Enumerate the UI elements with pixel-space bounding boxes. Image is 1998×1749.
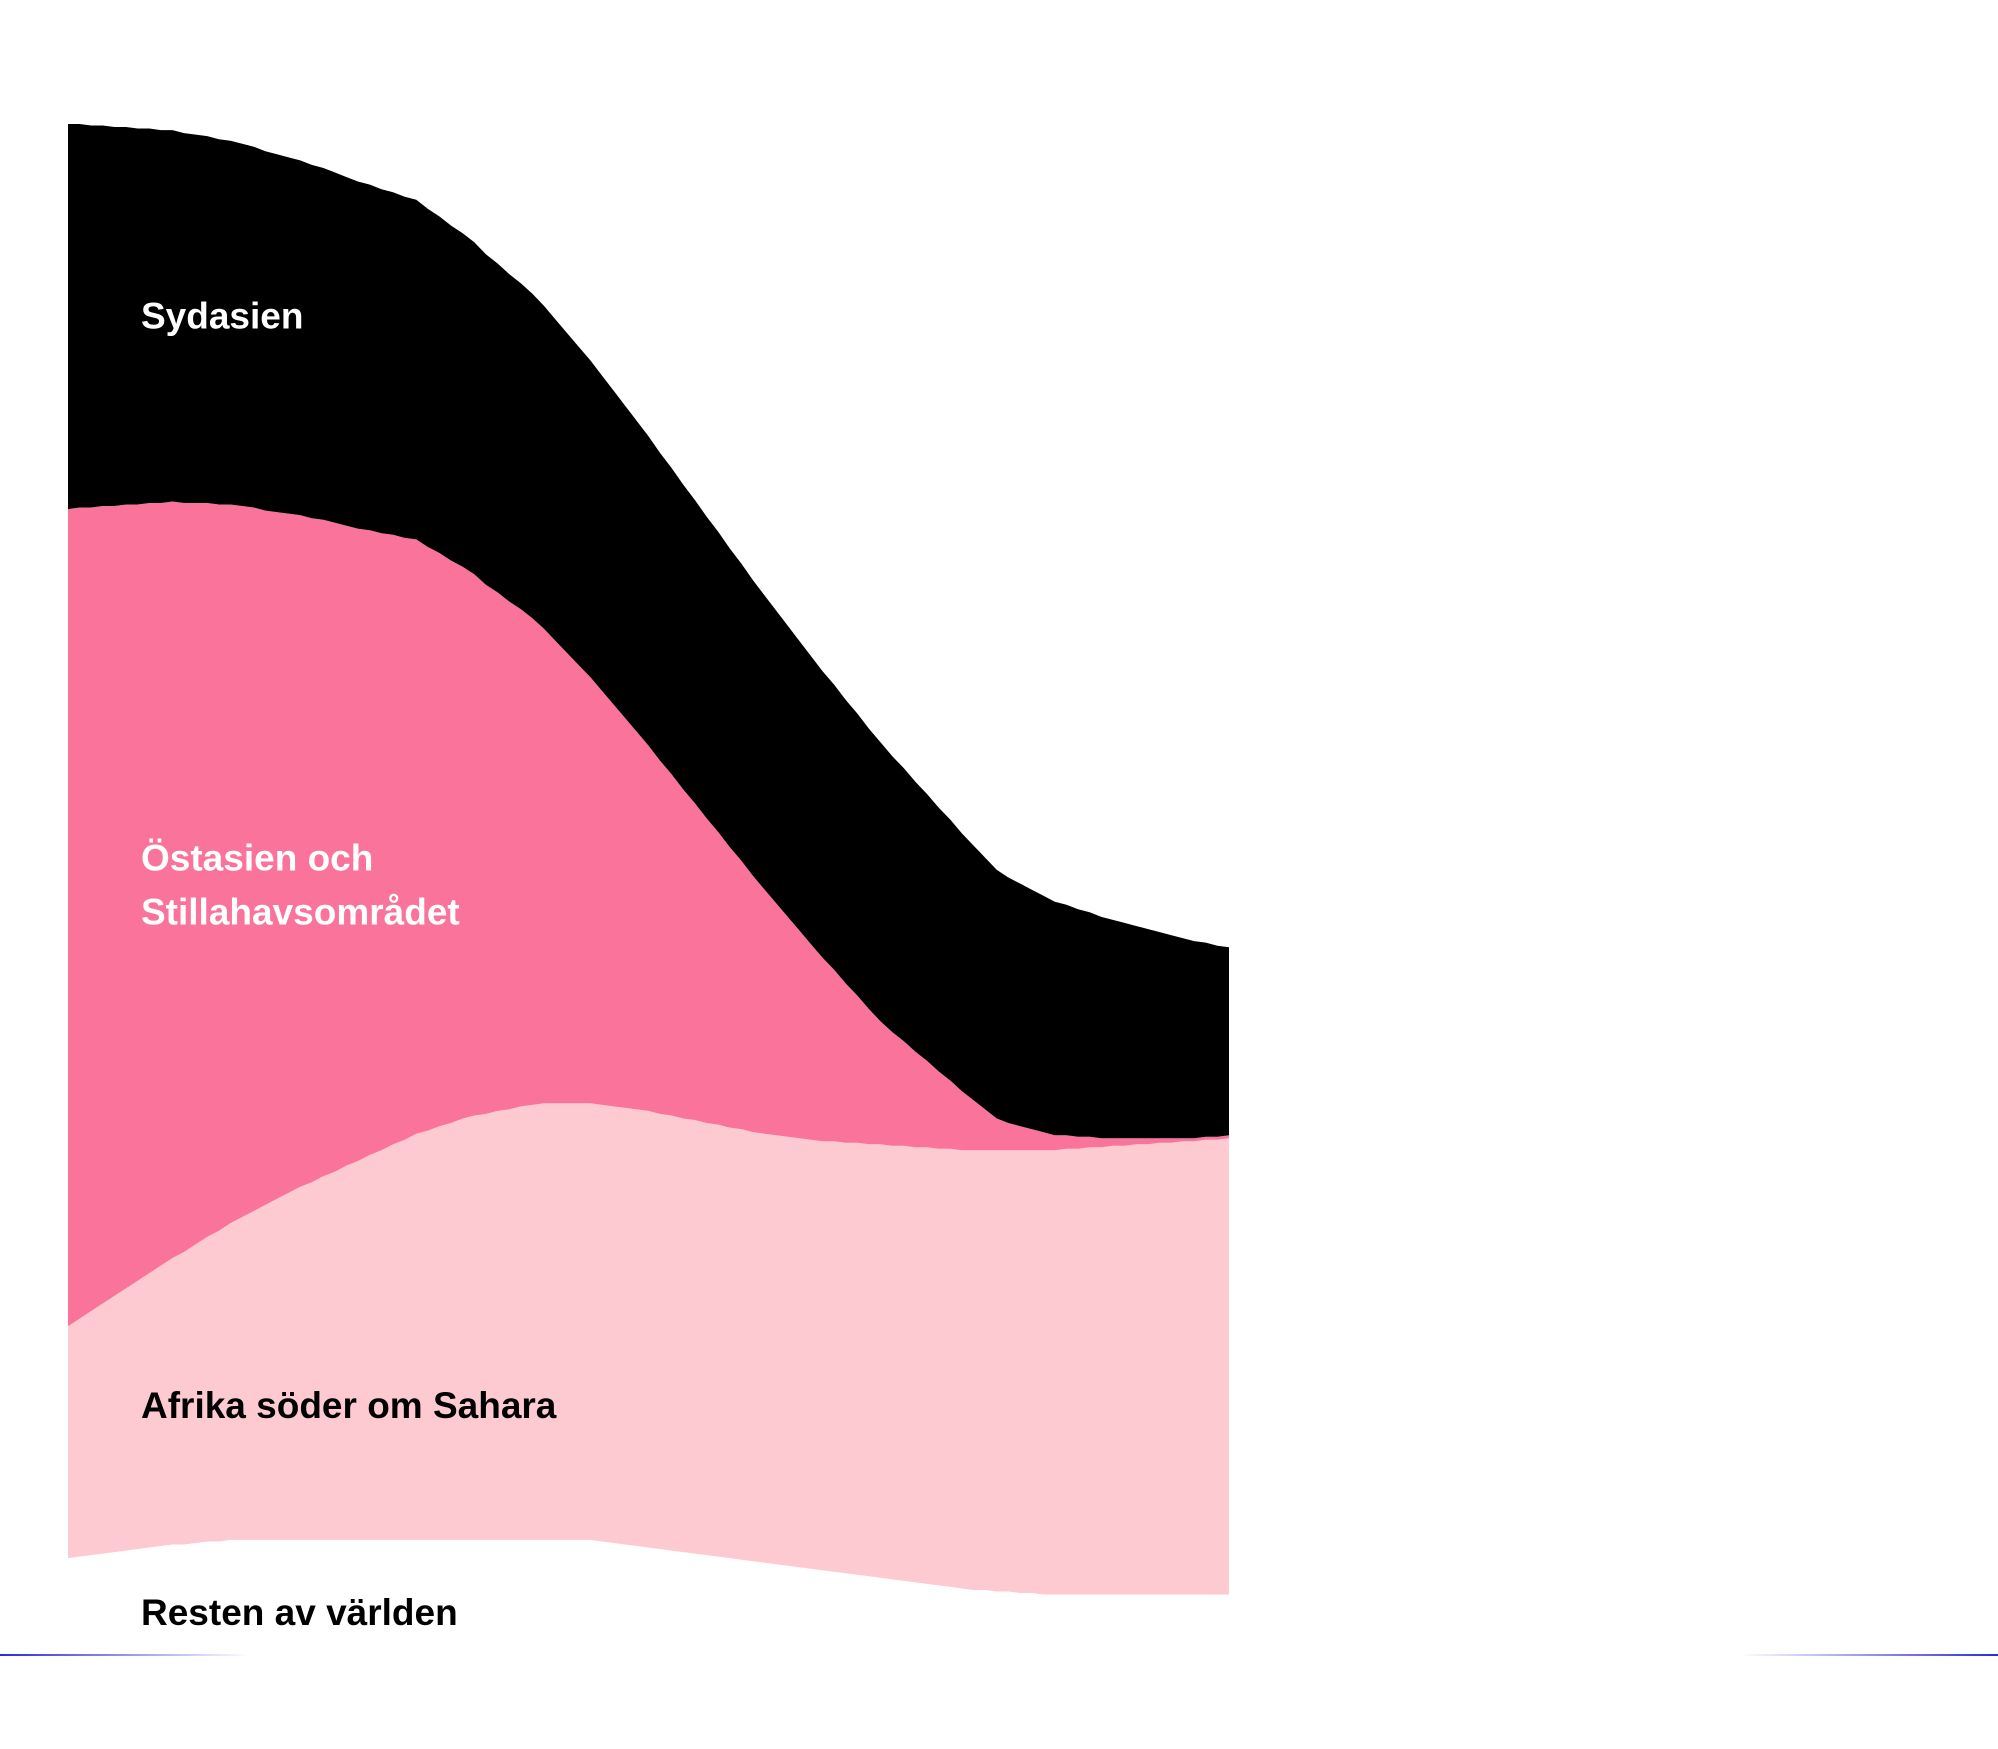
- series-label-3: Sydasien: [141, 296, 303, 337]
- series-label-1: Afrika söder om Sahara: [141, 1385, 557, 1426]
- series-label-2: Östasien och Stillahavsområdet: [141, 837, 460, 932]
- area-layers: [68, 124, 1229, 1640]
- baseline-left-rule: [0, 1654, 250, 1656]
- area-2: [68, 501, 1229, 1327]
- baseline-right-rule: [1740, 1654, 1998, 1656]
- series-label-0: Resten av världen: [141, 1592, 458, 1633]
- area-0: [68, 1539, 1229, 1640]
- area-3: [68, 124, 1229, 1139]
- area-1: [68, 1103, 1229, 1595]
- series-labels: Resten av världen Afrika söder om Sahara Ö…: [141, 296, 557, 1633]
